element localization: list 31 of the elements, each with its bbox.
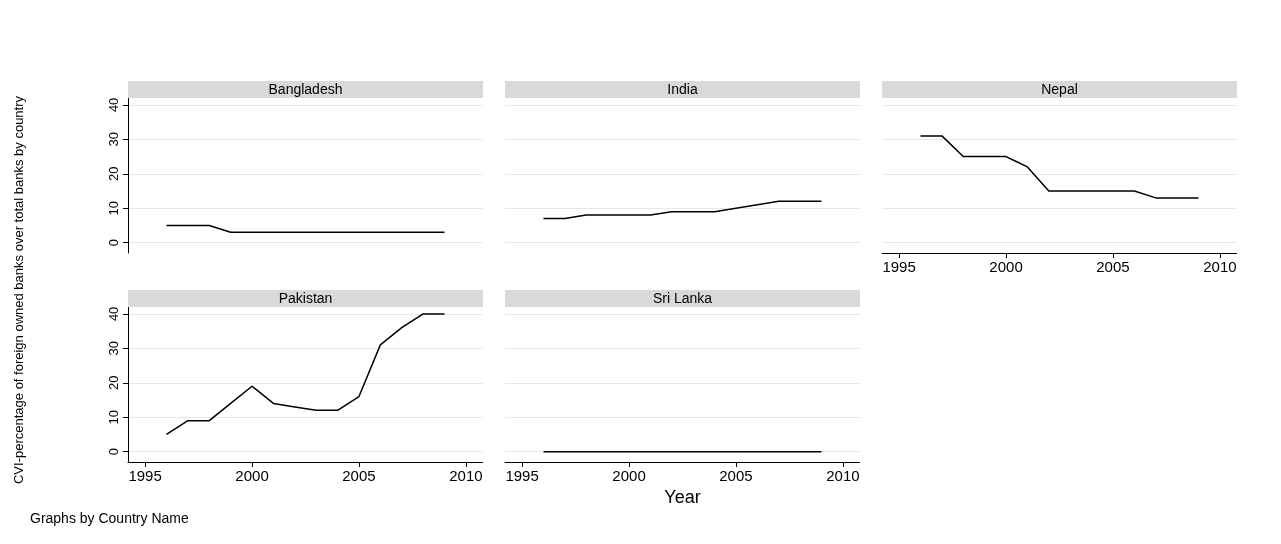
y-tick-label: 10 <box>106 409 121 425</box>
y-tick-label: 40 <box>106 97 121 113</box>
y-tick-label: 20 <box>106 166 121 182</box>
y-tick-label: 20 <box>106 375 121 391</box>
y-tick-label: 30 <box>106 341 121 356</box>
y-axis-title: CVI-percentage of foreign owned banks over total banks by country <box>10 95 26 485</box>
chart-title: Pakistan <box>128 290 483 307</box>
line-series <box>165 313 446 436</box>
x-tick-label: 2010 <box>826 467 860 484</box>
x-tick-label: 1995 <box>128 467 162 484</box>
chart-title: Nepal <box>882 81 1237 98</box>
text: Graphs by Country Name <box>30 510 189 526</box>
x-tick-label: 1995 <box>882 258 916 275</box>
x-tick-label: 2010 <box>1203 258 1237 275</box>
x-tick-label: 2005 <box>1096 258 1130 275</box>
x-tick-label: 2005 <box>719 467 753 484</box>
y-tick-label: 0 <box>106 239 121 247</box>
x-tick-label: 2000 <box>612 467 646 484</box>
chart-title: Sri Lanka <box>505 290 860 307</box>
chart-title: India <box>505 81 860 98</box>
x-tick-label: 2000 <box>989 258 1023 275</box>
x-tick-label: 2000 <box>235 467 269 484</box>
y-tick-label: 30 <box>106 132 121 147</box>
y-tick-label: 10 <box>106 200 121 216</box>
x-tick-label: 2010 <box>449 467 483 484</box>
chart-title: Bangladesh <box>128 81 483 98</box>
y-tick-label: 0 <box>106 448 121 456</box>
y-tick-label: 40 <box>106 306 121 322</box>
x-tick-label: 2005 <box>342 467 376 484</box>
x-axis-title: Year <box>664 487 701 507</box>
x-tick-label: 1995 <box>505 467 539 484</box>
